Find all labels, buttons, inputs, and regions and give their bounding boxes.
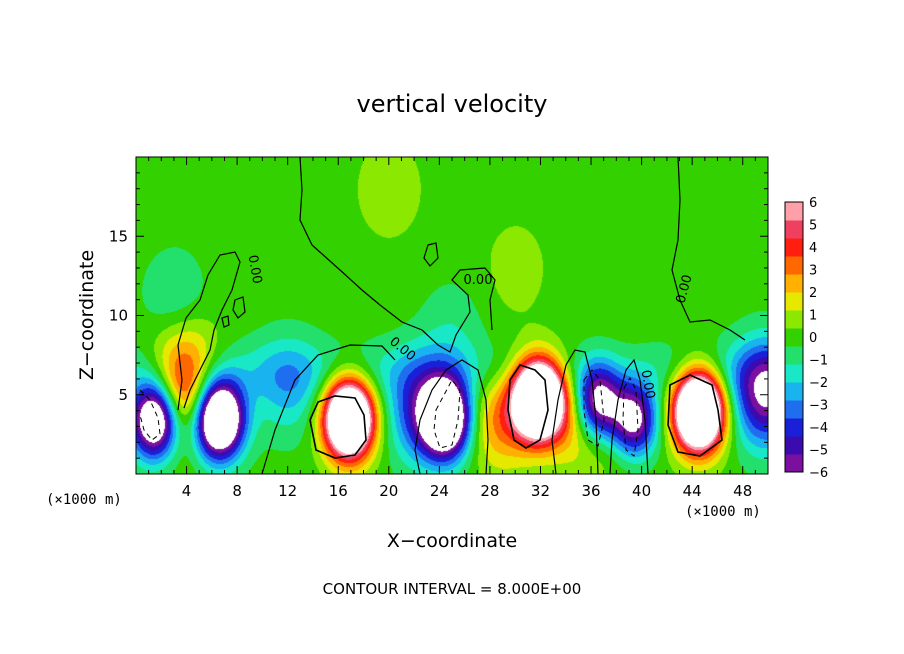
- zero-contour-central: [299, 156, 496, 353]
- colorbar-swatch: [785, 274, 803, 293]
- colorbar-tick-label: 0: [809, 331, 817, 346]
- neg-contour-1: [139, 389, 161, 441]
- colorbar-tick-label: 3: [809, 264, 817, 279]
- y-tick-label: 15: [109, 227, 128, 245]
- y-axis: 5 10 15: [109, 172, 768, 459]
- neg-contour-2: [433, 379, 461, 449]
- colorbar-tick-label: 1: [809, 309, 817, 324]
- colorbar-swatch: [785, 220, 803, 239]
- contour-label: 0.00: [674, 273, 696, 305]
- zero-contour-loop-2: [232, 296, 246, 319]
- contour-label: 0.00: [464, 273, 493, 288]
- y-tick-label: 5: [118, 386, 128, 404]
- x-tick-label: 12: [278, 482, 297, 500]
- colorbar-swatch: [785, 202, 803, 221]
- colorbar-tick-label: −2: [809, 376, 828, 391]
- neg-contour-4: [622, 376, 639, 457]
- colorbar-frame: [784, 201, 804, 473]
- y-axis-label: Z−coordinate: [76, 250, 98, 380]
- x-axis: 4 8 12 16 20 24 28 32 36 40 44 48: [148, 157, 756, 500]
- colorbar-tick-label: −4: [809, 421, 828, 436]
- negative-contours: [139, 369, 639, 457]
- x-tick-label: 44: [683, 482, 702, 500]
- zero-contour-loop-3: [221, 315, 230, 328]
- x-tick-label: 4: [182, 482, 192, 500]
- x-tick-label: 32: [531, 482, 550, 500]
- y-tick-label: 10: [109, 307, 128, 325]
- updraft-core-contour-1: [309, 395, 367, 459]
- colorbar-swatch: [785, 310, 803, 329]
- velocity-field: [136, 157, 768, 474]
- x-tick-label: 40: [632, 482, 651, 500]
- plot-area: [135, 156, 769, 475]
- colorbar-tick-label: 4: [809, 241, 817, 256]
- zero-contour-plume: [261, 344, 396, 475]
- colorbar-tick-label: −5: [809, 444, 828, 459]
- colorbar-swatch: [785, 400, 803, 419]
- colorbar-swatch: [785, 346, 803, 365]
- x-axis-label: X−coordinate: [387, 530, 517, 552]
- updraft-core-contour-3: [667, 374, 723, 457]
- colorbar-swatch: [785, 454, 803, 473]
- x-tick-label: 16: [329, 482, 348, 500]
- colorbar-swatch: [785, 364, 803, 383]
- zero-contour-right: [671, 156, 746, 341]
- x-unit-left: (×1000 m): [46, 492, 122, 508]
- colorbar-tick-label: 2: [809, 286, 817, 301]
- x-tick-label: 8: [232, 482, 242, 500]
- x-tick-label: 24: [430, 482, 449, 500]
- colorbar-tick-label: 5: [809, 219, 817, 234]
- zero-contour-lower: [414, 359, 489, 475]
- x-tick-label: 28: [480, 482, 499, 500]
- zero-contour-loop: [423, 242, 439, 267]
- x-tick-label: 20: [379, 482, 398, 500]
- x-unit-right: (×1000 m): [685, 504, 761, 520]
- colorbar-tick-label: −1: [809, 354, 828, 369]
- colorbar-tick-label: 6: [809, 196, 817, 211]
- zero-contour-lower-2: [551, 349, 599, 475]
- colorbar-swatch: [785, 418, 803, 437]
- zero-contour-left: [177, 251, 241, 411]
- updraft-core-contour-2: [507, 364, 549, 449]
- x-tick-label: 36: [581, 482, 600, 500]
- zero-contour-lower-3: [609, 358, 649, 475]
- neg-contour-3: [583, 369, 605, 447]
- contour-label: 0.00: [245, 254, 265, 285]
- colorbar-tick-label: −6: [809, 466, 828, 481]
- colorbar-swatch: [785, 256, 803, 275]
- contour-lines: [177, 156, 746, 475]
- contour-label: 0.00: [638, 369, 658, 400]
- colorbar-swatch: [785, 382, 803, 401]
- colorbar-tick-label: −3: [809, 399, 828, 414]
- colorbar-swatch: [785, 436, 803, 455]
- contour-interval-footer: CONTOUR INTERVAL = 8.000E+00: [323, 580, 582, 598]
- colorbar: 6 5 4 3 2 1 0 −1 −2 −3 −4 −5 −6: [784, 196, 828, 481]
- colorbar-swatch: [785, 238, 803, 257]
- x-tick-label: 48: [733, 482, 752, 500]
- chart-title: vertical velocity: [357, 90, 548, 118]
- colorbar-swatch: [785, 328, 803, 347]
- colorbar-swatch: [785, 292, 803, 311]
